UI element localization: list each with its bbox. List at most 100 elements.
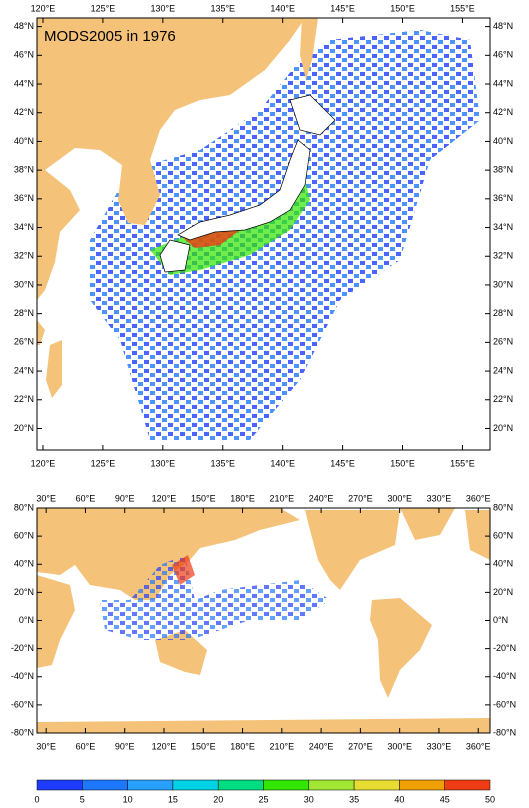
lat-label: 46°N	[14, 50, 34, 60]
lat-label: -40°N	[11, 671, 34, 681]
lat-label: -80°N	[493, 727, 516, 737]
colorbar-box	[308, 779, 355, 791]
lat-label: -60°N	[493, 699, 516, 709]
land	[37, 575, 75, 668]
lat-label: 30°N	[14, 279, 34, 289]
lon-label: 120°E	[31, 458, 56, 468]
colorbar-label: 15	[168, 794, 178, 804]
lat-label: -80°N	[11, 727, 34, 737]
lat-label: 20°N	[14, 587, 34, 597]
lat-label: 40°N	[14, 136, 34, 146]
japan	[177, 139, 311, 241]
lon-label: 60°E	[76, 493, 96, 503]
lat-label: 20°N	[493, 587, 513, 597]
lon-label: 210°E	[270, 493, 295, 503]
observation-cells	[90, 30, 480, 440]
lat-label: 40°N	[14, 559, 34, 569]
land	[37, 508, 300, 600]
colorbar-box	[172, 779, 219, 791]
colorbar-box	[353, 779, 400, 791]
lon-label: 360°E	[466, 741, 491, 751]
lon-label: 90°E	[115, 493, 135, 503]
lon-label: 130°E	[151, 458, 176, 468]
land	[46, 340, 62, 398]
lon-label: 120°E	[152, 493, 177, 503]
lon-label: 180°E	[230, 493, 255, 503]
lat-label: 20°N	[493, 423, 513, 433]
colorbar-label: 25	[258, 794, 268, 804]
lat-label: 28°N	[14, 308, 34, 318]
lat-label: 46°N	[493, 50, 513, 60]
lon-label: 155°E	[450, 3, 475, 13]
lon-label: 135°E	[210, 458, 235, 468]
colorbar-label: 0	[34, 794, 39, 804]
lon-label: 30°E	[36, 493, 56, 503]
lon-label: 150°E	[191, 493, 216, 503]
lon-label: 210°E	[270, 741, 295, 751]
lat-label: 40°N	[493, 559, 513, 569]
lat-label: 30°N	[493, 279, 513, 289]
land	[37, 18, 305, 300]
colorbar-label: 20	[213, 794, 223, 804]
lon-label: 180°E	[230, 741, 255, 751]
lon-label: 300°E	[387, 493, 412, 503]
lat-label: 48°N	[14, 21, 34, 31]
lon-label: 360°E	[466, 493, 491, 503]
lon-label: 240°E	[309, 493, 334, 503]
lat-label: 36°N	[14, 193, 34, 203]
lat-label: 20°N	[14, 423, 34, 433]
lon-label: 140°E	[270, 458, 295, 468]
lat-label: 24°N	[14, 365, 34, 375]
lon-label: 330°E	[427, 493, 452, 503]
lat-label: 32°N	[493, 251, 513, 261]
lon-label: 90°E	[115, 741, 135, 751]
lon-label: 150°E	[390, 3, 415, 13]
colorbar-label: 35	[349, 794, 359, 804]
colorbar-box	[399, 779, 445, 791]
lat-label: 38°N	[493, 165, 513, 175]
land	[37, 718, 490, 733]
colorbar-label: 5	[80, 794, 85, 804]
lat-label: 42°N	[493, 107, 513, 117]
lat-label: 36°N	[493, 193, 513, 203]
japan	[159, 239, 191, 273]
lon-label: 120°E	[152, 741, 177, 751]
lon-label: 120°E	[31, 3, 56, 13]
observation-cells	[100, 555, 330, 640]
lat-label: 22°N	[493, 394, 513, 404]
colorbar-label: 50	[485, 794, 495, 804]
lon-label: 125°E	[91, 458, 116, 468]
colorbar-label: 45	[440, 794, 450, 804]
lon-label: 145°E	[330, 458, 355, 468]
global-map	[36, 507, 491, 734]
lat-label: 26°N	[14, 337, 34, 347]
lat-label: 22°N	[14, 394, 34, 404]
lat-label: 0°N	[19, 615, 34, 625]
land	[465, 510, 490, 560]
land	[400, 508, 455, 540]
land	[300, 18, 318, 80]
colorbar-label: 10	[123, 794, 133, 804]
colorbar-label: 30	[304, 794, 314, 804]
lat-label: 38°N	[14, 165, 34, 175]
lat-label: -20°N	[493, 643, 516, 653]
land	[370, 598, 432, 698]
lat-label: 42°N	[14, 107, 34, 117]
japan	[289, 94, 336, 136]
lon-label: 145°E	[330, 3, 355, 13]
lat-label: 40°N	[493, 136, 513, 146]
lat-label: 44°N	[493, 78, 513, 88]
lat-label: 34°N	[493, 222, 513, 232]
frame	[36, 17, 491, 451]
regional-map: MODS2005 in 1976	[36, 17, 491, 451]
lat-label: 26°N	[493, 337, 513, 347]
lat-label: -60°N	[11, 699, 34, 709]
lon-label: 135°E	[210, 3, 235, 13]
colorbar-label: 40	[394, 794, 404, 804]
colorbar-box	[127, 779, 174, 791]
dense-cells	[172, 555, 195, 585]
lon-label: 150°E	[191, 741, 216, 751]
colorbar-box	[82, 779, 128, 791]
lon-label: 60°E	[76, 741, 96, 751]
